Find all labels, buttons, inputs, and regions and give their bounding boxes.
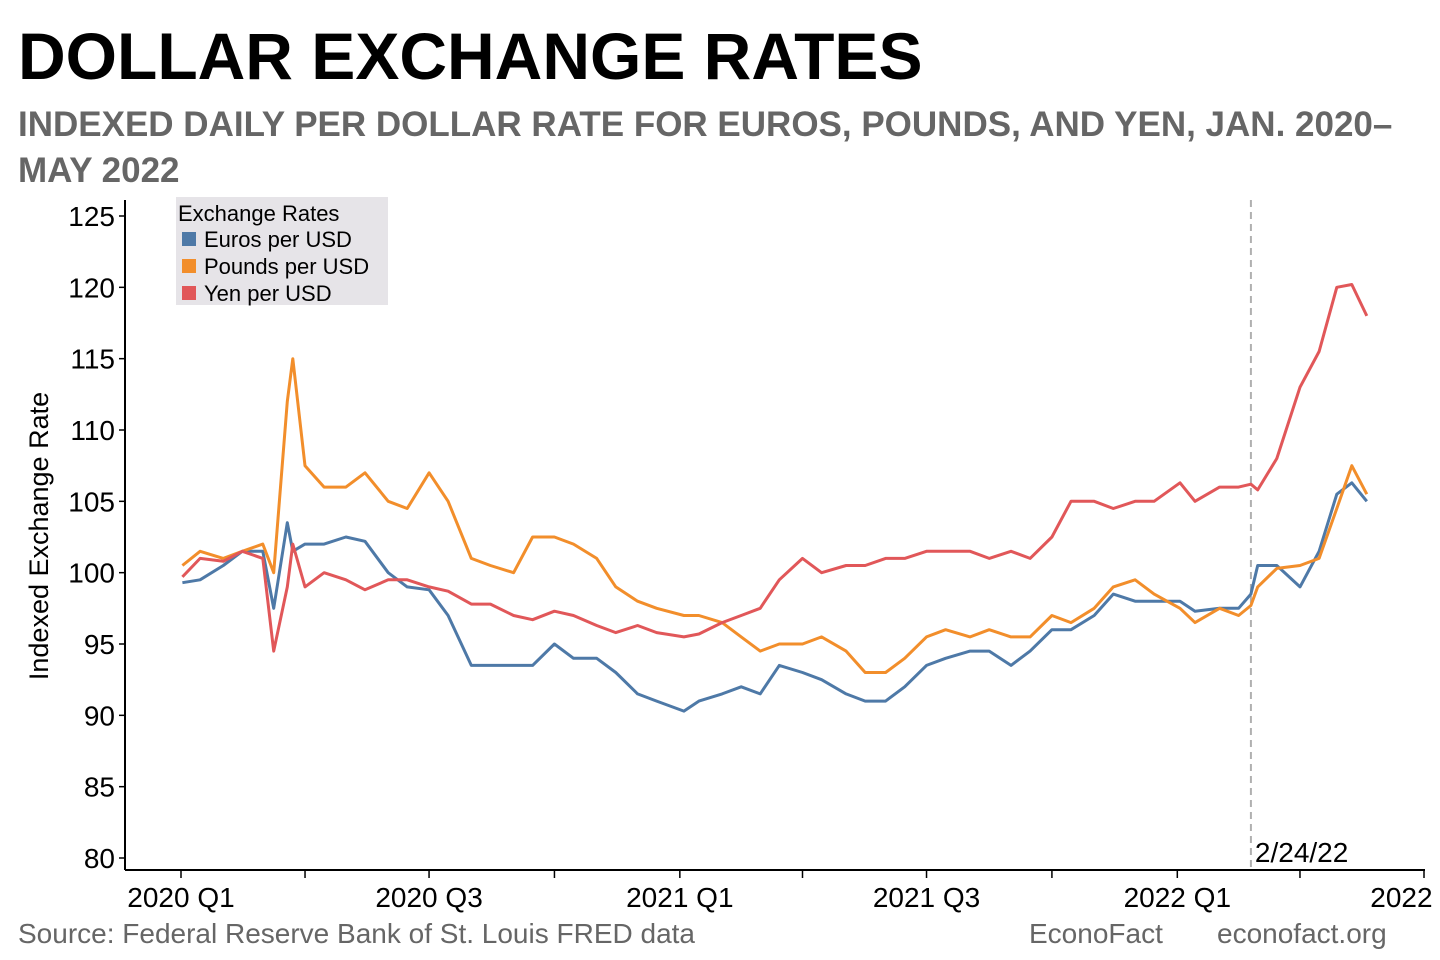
y-tick-label: 95 xyxy=(84,629,115,660)
y-tick-label: 115 xyxy=(70,344,115,375)
y-tick-label: 90 xyxy=(84,700,115,731)
legend-entry: Pounds per USD xyxy=(204,254,369,279)
y-tick-label: 100 xyxy=(68,558,115,589)
x-tick-label: 2021 Q3 xyxy=(873,882,980,913)
series-line-pounds xyxy=(181,357,1369,674)
legend-swatch xyxy=(182,259,196,273)
brand-name: EconoFact xyxy=(1029,918,1163,949)
chart-title: DOLLAR EXCHANGE RATES xyxy=(18,19,923,93)
y-axis-label: Indexed Exchange Rate xyxy=(24,392,54,680)
legend-entry: Euros per USD xyxy=(204,227,352,252)
y-tick-label: 105 xyxy=(68,486,115,517)
legend-title: Exchange Rates xyxy=(178,201,339,226)
y-tick-label: 120 xyxy=(68,272,115,303)
chart-subtitle: INDEXED DAILY PER DOLLAR RATE FOR EUROS,… xyxy=(18,105,1393,190)
y-tick-label: 110 xyxy=(70,415,115,446)
brand-url[interactable]: econofact.org xyxy=(1217,918,1387,949)
legend-entry: Yen per USD xyxy=(204,281,332,306)
source-note: Source: Federal Reserve Bank of St. Loui… xyxy=(18,918,695,949)
y-tick-label: 80 xyxy=(84,843,115,874)
series-lines xyxy=(181,283,1369,713)
legend-box xyxy=(176,197,388,305)
y-axis: 80 85 90 95 100 105 110 115 120 125 xyxy=(68,200,126,874)
y-tick-label: 125 xyxy=(68,201,115,232)
annotation-label: 2/24/22 xyxy=(1255,837,1348,868)
y-tick-label: 85 xyxy=(84,772,115,803)
legend-swatch xyxy=(182,232,196,246)
series-line-euros xyxy=(182,481,1368,713)
x-tick-label: 2020 Q3 xyxy=(375,882,482,913)
x-tick-label: 2022 Q1 xyxy=(1124,882,1231,913)
x-axis: 2020 Q1 2020 Q3 2021 Q1 2021 Q3 2022 Q1 2022 … xyxy=(125,869,1440,913)
x-tick-label: 2020 Q1 xyxy=(127,882,234,913)
x-tick-label: 2021 Q1 xyxy=(626,882,733,913)
x-tick-label: 2022 Q3 xyxy=(1370,882,1440,913)
legend-swatch xyxy=(182,286,196,300)
series-line-yen xyxy=(181,283,1369,653)
annotation: 2/24/22 xyxy=(1249,200,1348,870)
